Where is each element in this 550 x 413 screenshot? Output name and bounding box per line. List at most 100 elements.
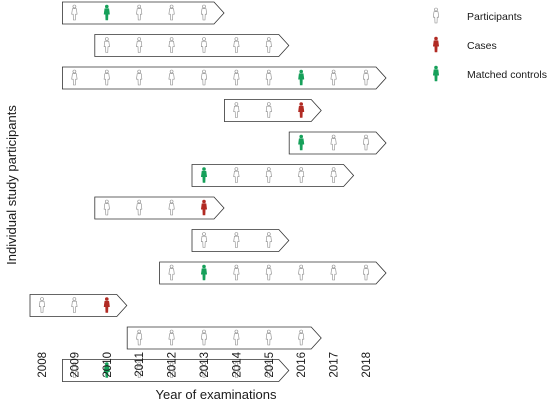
participant-row (191, 164, 355, 187)
participant-icon (168, 362, 175, 378)
participant-icon (136, 329, 143, 346)
participant-icon (233, 37, 240, 53)
participant-row (62, 66, 387, 90)
participant-legend-icon (433, 7, 439, 24)
participant-rows (29, 1, 387, 382)
participant-icon (168, 199, 175, 216)
participant-timeline-arrow (62, 1, 225, 25)
participant-timeline-arrow (191, 164, 355, 187)
participant-row (159, 261, 387, 285)
participant-timeline-arrow (29, 294, 128, 317)
participant-icon (233, 329, 240, 346)
x-tick-label: 2014 (231, 351, 243, 377)
participant-icon (265, 232, 272, 248)
control-legend-icon (433, 65, 439, 82)
participant-timeline-arrow (62, 359, 290, 382)
x-axis-title: Year of examinations (156, 387, 277, 402)
participant-icon (136, 362, 143, 378)
participant-icon (71, 297, 78, 313)
participant-icon (363, 134, 369, 151)
participant-timeline-arrow (126, 326, 322, 350)
participant-timeline-arrow (62, 66, 387, 90)
participant-icon (136, 4, 143, 21)
participant-icon (168, 264, 175, 281)
participant-icon (265, 102, 272, 118)
participant-icon (201, 329, 207, 346)
participant-icon (265, 167, 272, 183)
participant-icon (330, 264, 337, 281)
x-tick-label: 2010 (102, 352, 114, 378)
participant-icon (168, 4, 175, 21)
participant-icon (168, 69, 175, 86)
participant-icon (103, 69, 110, 86)
legend-label: Matched controls (467, 69, 547, 81)
participant-timeline-arrow (94, 34, 290, 57)
participant-icon (233, 362, 240, 378)
case-icon (298, 102, 305, 118)
participant-icon (39, 297, 45, 313)
participant-row (94, 34, 290, 57)
participant-row (288, 131, 387, 155)
participant-row (94, 196, 225, 220)
participant-icon (363, 264, 369, 281)
participant-icon (265, 264, 272, 281)
control-icon (298, 134, 305, 151)
y-axis-title: Individual study participants (4, 105, 19, 265)
participant-row (62, 1, 225, 25)
control-icon (103, 4, 110, 21)
x-tick-label: 2013 (199, 352, 211, 378)
x-tick-label: 2015 (264, 352, 276, 378)
participant-icon (265, 329, 272, 346)
x-tick-label: 2016 (296, 352, 308, 378)
control-icon (298, 69, 305, 86)
participant-icon (233, 167, 240, 183)
participant-icon (265, 69, 272, 86)
participant-icon (265, 37, 272, 53)
control-icon (201, 167, 207, 183)
participant-icon (233, 264, 240, 281)
participant-icon (233, 232, 240, 248)
participant-row (191, 229, 290, 252)
participant-timeline-arrow (159, 261, 387, 285)
legend-label: Participants (467, 11, 522, 23)
participant-icon (136, 199, 143, 216)
participant-icon (168, 37, 175, 53)
participant-timeline-arrow (94, 196, 225, 220)
participant-timeline-arrow (191, 229, 290, 252)
x-tick-label: 2018 (361, 352, 373, 378)
x-tick-label: 2012 (167, 352, 179, 378)
participant-row (62, 359, 290, 382)
x-tick-label: 2011 (134, 352, 146, 377)
participant-icon (201, 69, 207, 86)
participant-icon (168, 329, 175, 346)
participant-icon (330, 69, 337, 86)
participant-icon (201, 362, 207, 378)
participant-icon (71, 4, 78, 21)
participant-icon (103, 199, 110, 216)
participant-row (223, 99, 322, 122)
participant-icon (71, 362, 78, 378)
participant-icon (330, 167, 337, 183)
participant-icon (233, 69, 240, 86)
control-icon (201, 264, 207, 281)
participant-row (126, 326, 322, 350)
legend-label: Cases (467, 40, 497, 52)
participant-icon (233, 102, 240, 118)
participant-icon (298, 167, 305, 183)
participant-row (29, 294, 128, 317)
x-tick-labels: 2008 2009 2010 2011 2012 2013 2014 2015 2016 2017… (37, 351, 373, 377)
participant-timeline-arrow (288, 131, 387, 155)
participant-icon (136, 37, 143, 53)
case-legend-icon (433, 36, 439, 53)
case-icon (103, 297, 110, 313)
participant-icon (265, 362, 272, 378)
x-tick-label: 2009 (69, 352, 81, 378)
x-tick-label: 2017 (329, 352, 341, 378)
x-tick-label: 2008 (37, 352, 49, 378)
participant-timeline-arrow (223, 99, 322, 122)
participant-icon (71, 69, 78, 86)
case-icon (201, 199, 207, 216)
control-icon (103, 362, 110, 378)
participant-icon (201, 4, 207, 21)
